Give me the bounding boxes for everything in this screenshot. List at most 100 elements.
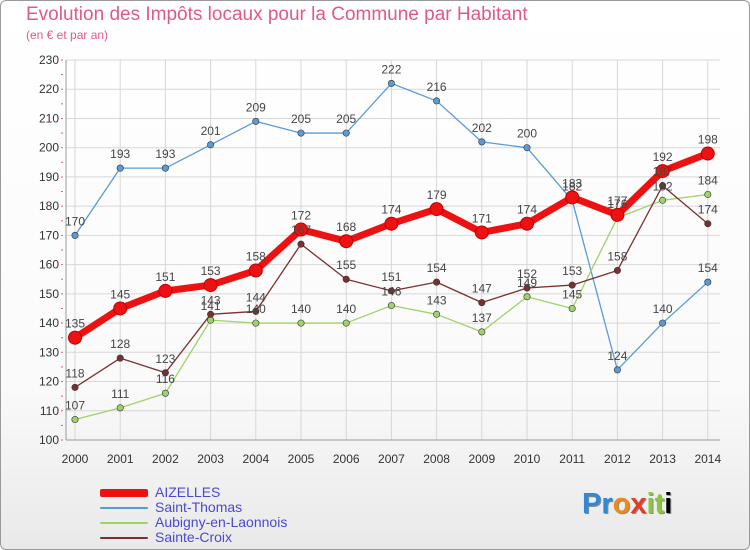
x-tick-label: 2012 xyxy=(604,452,631,466)
legend-label-aizelles: AIZELLES xyxy=(155,484,221,500)
data-label: 145 xyxy=(110,287,130,301)
data-point xyxy=(659,319,667,327)
y-tick-label: 120 xyxy=(39,375,59,389)
data-label: 216 xyxy=(427,80,447,94)
series-sainte-croix xyxy=(71,182,712,391)
data-label: 168 xyxy=(336,220,356,234)
data-label: 205 xyxy=(336,112,356,126)
data-label: 158 xyxy=(607,249,627,263)
axis-layer: 100 110 120 130 140 150 160 170 180 190 200 210 220 2… xyxy=(39,53,722,466)
data-point xyxy=(478,138,486,146)
data-label: 147 xyxy=(472,282,492,296)
data-point xyxy=(474,225,489,240)
data-point xyxy=(161,389,169,397)
data-point xyxy=(294,222,308,237)
data-point xyxy=(568,304,576,312)
data-point xyxy=(568,281,576,289)
y-tick-label: 190 xyxy=(39,170,59,184)
data-point xyxy=(342,129,350,137)
data-label: 118 xyxy=(65,366,84,380)
data-point xyxy=(610,207,625,222)
brand-letter: t xyxy=(654,488,665,520)
data-label: 201 xyxy=(201,124,221,138)
brand-logo: Proxiti xyxy=(582,488,672,521)
x-tick-label: 2004 xyxy=(242,452,269,466)
data-label: 135 xyxy=(65,317,85,331)
data-label: 158 xyxy=(246,249,266,263)
data-label: 141 xyxy=(201,299,221,313)
data-label: 193 xyxy=(110,147,130,161)
data-label: 176 xyxy=(607,197,627,211)
data-point xyxy=(71,383,79,391)
y-tick-label: 140 xyxy=(39,316,59,330)
data-point xyxy=(613,266,621,274)
legend-swatch-saint-thomas xyxy=(100,507,148,509)
y-tick-label: 220 xyxy=(39,82,59,96)
data-label: 205 xyxy=(291,112,311,126)
x-tick-label: 2003 xyxy=(197,452,224,466)
data-label: 153 xyxy=(562,264,582,278)
data-point xyxy=(704,190,712,198)
data-point xyxy=(433,278,441,286)
data-point xyxy=(478,299,486,307)
data-point xyxy=(387,302,395,310)
data-point xyxy=(207,141,215,149)
data-label: 154 xyxy=(427,261,447,275)
chart-title: Evolution des Impôts locaux pour la Comm… xyxy=(26,4,528,25)
data-label: 123 xyxy=(155,352,175,366)
legend-label-aubigny: Aubigny-en-Laonnois xyxy=(155,514,288,530)
data-label: 145 xyxy=(562,287,582,301)
grid-layer xyxy=(66,59,720,441)
data-label: 155 xyxy=(336,258,356,272)
y-tick-label: 210 xyxy=(39,111,59,125)
brand-letter: x xyxy=(630,488,647,520)
legend-swatch-aubigny xyxy=(100,522,148,524)
data-label: 192 xyxy=(653,150,673,164)
x-tick-label: 2011 xyxy=(559,452,585,466)
x-tick-label: 2000 xyxy=(62,452,89,466)
legend-swatch-aizelles xyxy=(100,489,148,497)
data-point xyxy=(655,164,670,179)
y-tick-label: 200 xyxy=(39,141,59,155)
x-tick-label: 2009 xyxy=(468,452,495,466)
data-point xyxy=(252,307,260,315)
data-label: 140 xyxy=(653,302,673,316)
data-point xyxy=(433,310,441,318)
data-label: 179 xyxy=(427,188,447,202)
data-point xyxy=(71,231,79,239)
data-label: 107 xyxy=(65,399,85,413)
data-point xyxy=(116,404,124,412)
brand-letter: P xyxy=(582,488,602,520)
data-label: 170 xyxy=(65,214,85,228)
data-label: 167 xyxy=(291,223,311,237)
y-tick-label: 170 xyxy=(39,228,59,242)
x-tick-label: 2014 xyxy=(694,452,721,466)
series-aizelles xyxy=(68,146,715,345)
legend-item-aubigny: Aubigny-en-Laonnois xyxy=(100,514,360,530)
legend-label-sainte-croix: Sainte-Croix xyxy=(155,529,233,545)
data-point xyxy=(297,240,305,248)
data-label: 140 xyxy=(336,302,356,316)
data-label: 200 xyxy=(517,127,537,141)
data-point xyxy=(565,190,580,205)
y-tick-label: 110 xyxy=(40,404,59,418)
data-label: 174 xyxy=(381,203,401,217)
data-label: 140 xyxy=(246,302,266,316)
data-label: 222 xyxy=(381,62,401,76)
y-tick-label: 160 xyxy=(39,258,59,272)
data-point xyxy=(700,146,715,161)
x-tick-label: 2013 xyxy=(649,452,676,466)
legend-item-saint-thomas: Saint-Thomas xyxy=(100,499,360,515)
data-label-layer: 170 193 193 201 209 205 205 222 216 202 200 182 124 1… xyxy=(65,62,718,412)
data-point xyxy=(116,164,124,172)
y-tick-label: 100 xyxy=(39,433,59,447)
legend-item-sainte-croix: Sainte-Croix xyxy=(100,529,360,545)
x-tick-label: 2007 xyxy=(378,452,405,466)
data-label: 153 xyxy=(201,264,221,278)
data-label: 171 xyxy=(472,211,492,225)
legend-item-aizelles: AIZELLES xyxy=(100,484,360,500)
data-point xyxy=(68,330,82,345)
data-point xyxy=(429,202,444,217)
data-label: 174 xyxy=(517,203,537,217)
data-label: 183 xyxy=(562,176,582,190)
